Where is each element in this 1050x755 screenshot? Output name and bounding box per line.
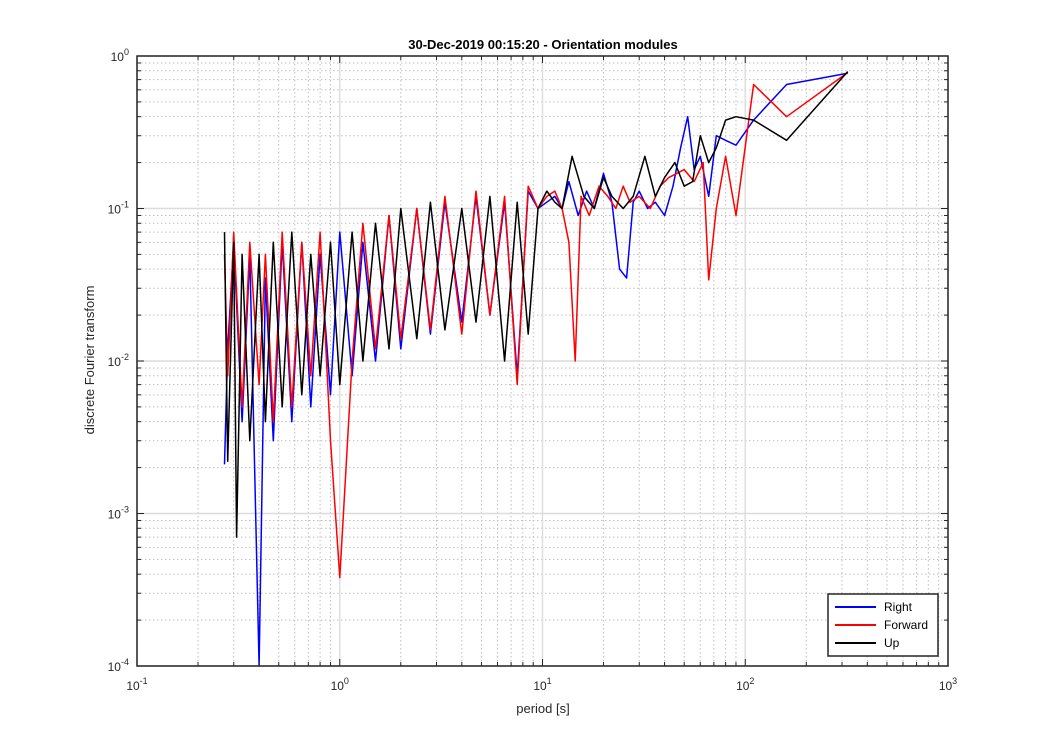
y-tick-label: 100 bbox=[111, 47, 129, 64]
legend-label-up: Up bbox=[884, 636, 900, 650]
x-tick-label: 103 bbox=[939, 676, 957, 693]
x-tick-label: 100 bbox=[331, 676, 349, 693]
x-tick-label: 101 bbox=[533, 676, 551, 693]
y-tick-label: 10-2 bbox=[108, 352, 129, 369]
x-tick-label: 102 bbox=[736, 676, 754, 693]
y-axis-label: discrete Fourier transform bbox=[82, 286, 97, 435]
series-line-up bbox=[223, 71, 849, 538]
y-tick-label: 10-4 bbox=[108, 657, 129, 674]
grid-layer bbox=[136, 55, 949, 667]
series-layer bbox=[223, 71, 849, 667]
legend-label-forward: Forward bbox=[884, 618, 928, 632]
legend-label-right: Right bbox=[884, 600, 913, 614]
tick-layer: 10-1 100 101 102 103 10-4 10-3 10-2 10-1 100 bbox=[108, 47, 958, 693]
x-axis-label: period [s] bbox=[516, 701, 569, 716]
y-tick-label: 10-3 bbox=[108, 505, 129, 522]
series-line-forward bbox=[223, 71, 849, 579]
legend: Right Forward Up bbox=[827, 593, 939, 657]
x-tick-label: 10-1 bbox=[126, 676, 147, 693]
chart-title: 30-Dec-2019 00:15:20 - Orientation modul… bbox=[408, 37, 678, 52]
y-tick-label: 10-1 bbox=[108, 200, 129, 217]
